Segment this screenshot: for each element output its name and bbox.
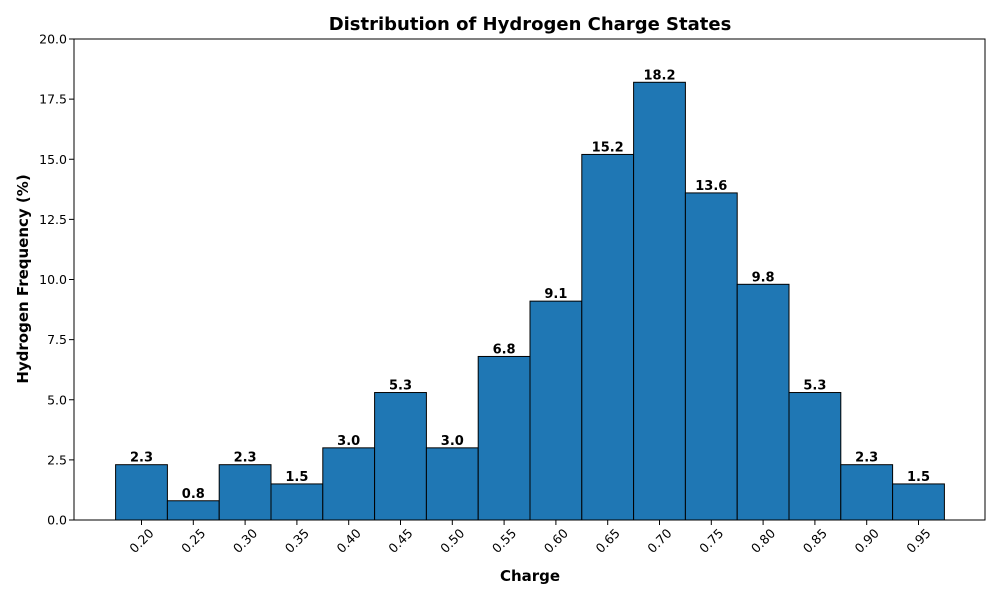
x-tick-label: 0.85: [800, 526, 830, 556]
x-tick-label: 0.40: [334, 525, 364, 555]
bar-0.45: [374, 392, 427, 521]
bar-0.90: [840, 464, 894, 521]
x-tick-label: 0.60: [541, 525, 571, 555]
bar-0.25: [166, 500, 220, 521]
y-tick-label: 2.5: [47, 452, 67, 467]
bar-value-label: 2.3: [855, 451, 878, 466]
x-tick-label: 0.45: [385, 526, 415, 556]
bar-value-label: 2.3: [234, 451, 257, 466]
x-tick-label: 0.90: [852, 525, 882, 555]
y-tick-label: 7.5: [47, 332, 67, 347]
y-tick-label: 0.0: [47, 513, 67, 528]
bar-0.85: [788, 392, 842, 521]
x-tick-label: 0.75: [696, 526, 726, 556]
x-tick-label: 0.30: [230, 525, 260, 555]
x-tick-label: 0.20: [126, 525, 156, 555]
bar-0.40: [322, 447, 376, 521]
chart-title: Distribution of Hydrogen Charge States: [329, 14, 732, 35]
bar-value-label: 13.6: [695, 179, 727, 194]
bar-value-label: 18.2: [643, 68, 675, 83]
bar-value-label: 0.8: [182, 487, 205, 502]
bar-value-label: 6.8: [493, 342, 516, 357]
bar-value-label: 9.8: [752, 270, 775, 285]
x-tick-label: 0.25: [178, 526, 208, 556]
bar-0.35: [270, 483, 324, 521]
y-tick-label: 20.0: [39, 32, 67, 47]
bar-0.50: [425, 447, 479, 521]
bars-layer: [115, 81, 945, 521]
x-axis-label: Charge: [500, 567, 560, 585]
bar-0.60: [529, 300, 583, 521]
bar-value-label: 3.0: [441, 434, 464, 449]
bar-0.65: [581, 153, 635, 521]
x-tick-label: 0.35: [282, 526, 312, 556]
x-tick-label: 0.65: [593, 526, 623, 556]
bar-value-label: 1.5: [907, 470, 930, 485]
bar-labels-layer: 2.3 0.8 2.3 1.5 3.0 5.3 3.0 6.8 9.1 15.2 18.2 13.6 9…: [130, 68, 930, 501]
bar-0.95: [892, 483, 945, 521]
y-tick-label: 17.5: [39, 92, 67, 107]
y-tick-label: 15.0: [39, 152, 67, 167]
bar-value-label: 2.3: [130, 451, 153, 466]
bar-0.70: [633, 81, 686, 521]
y-tick-label: 12.5: [39, 212, 67, 227]
bar-value-label: 3.0: [337, 434, 360, 449]
bar-value-label: 5.3: [803, 379, 826, 394]
bar-value-label: 1.5: [285, 470, 308, 485]
bar-0.75: [684, 192, 738, 521]
y-tick-label: 10.0: [39, 272, 67, 287]
bar-value-label: 5.3: [389, 379, 412, 394]
x-tick-label: 0.50: [437, 525, 467, 555]
x-tick-label: 0.55: [489, 526, 519, 556]
x-tick-label: 0.70: [644, 525, 674, 555]
x-tick-label: 0.95: [903, 526, 933, 556]
x-tick-label: 0.80: [748, 525, 778, 555]
bar-0.80: [736, 283, 790, 521]
bar-0.30: [218, 464, 272, 521]
y-tick-label: 5.0: [47, 392, 67, 407]
bar-value-label: 15.2: [592, 140, 624, 155]
y-axis-label: Hydrogen Frequency (%): [14, 174, 32, 383]
bar-value-label: 9.1: [544, 287, 567, 302]
plot-frame: [73, 38, 986, 521]
bar-0.55: [477, 355, 531, 521]
bar-0.20: [115, 464, 168, 521]
